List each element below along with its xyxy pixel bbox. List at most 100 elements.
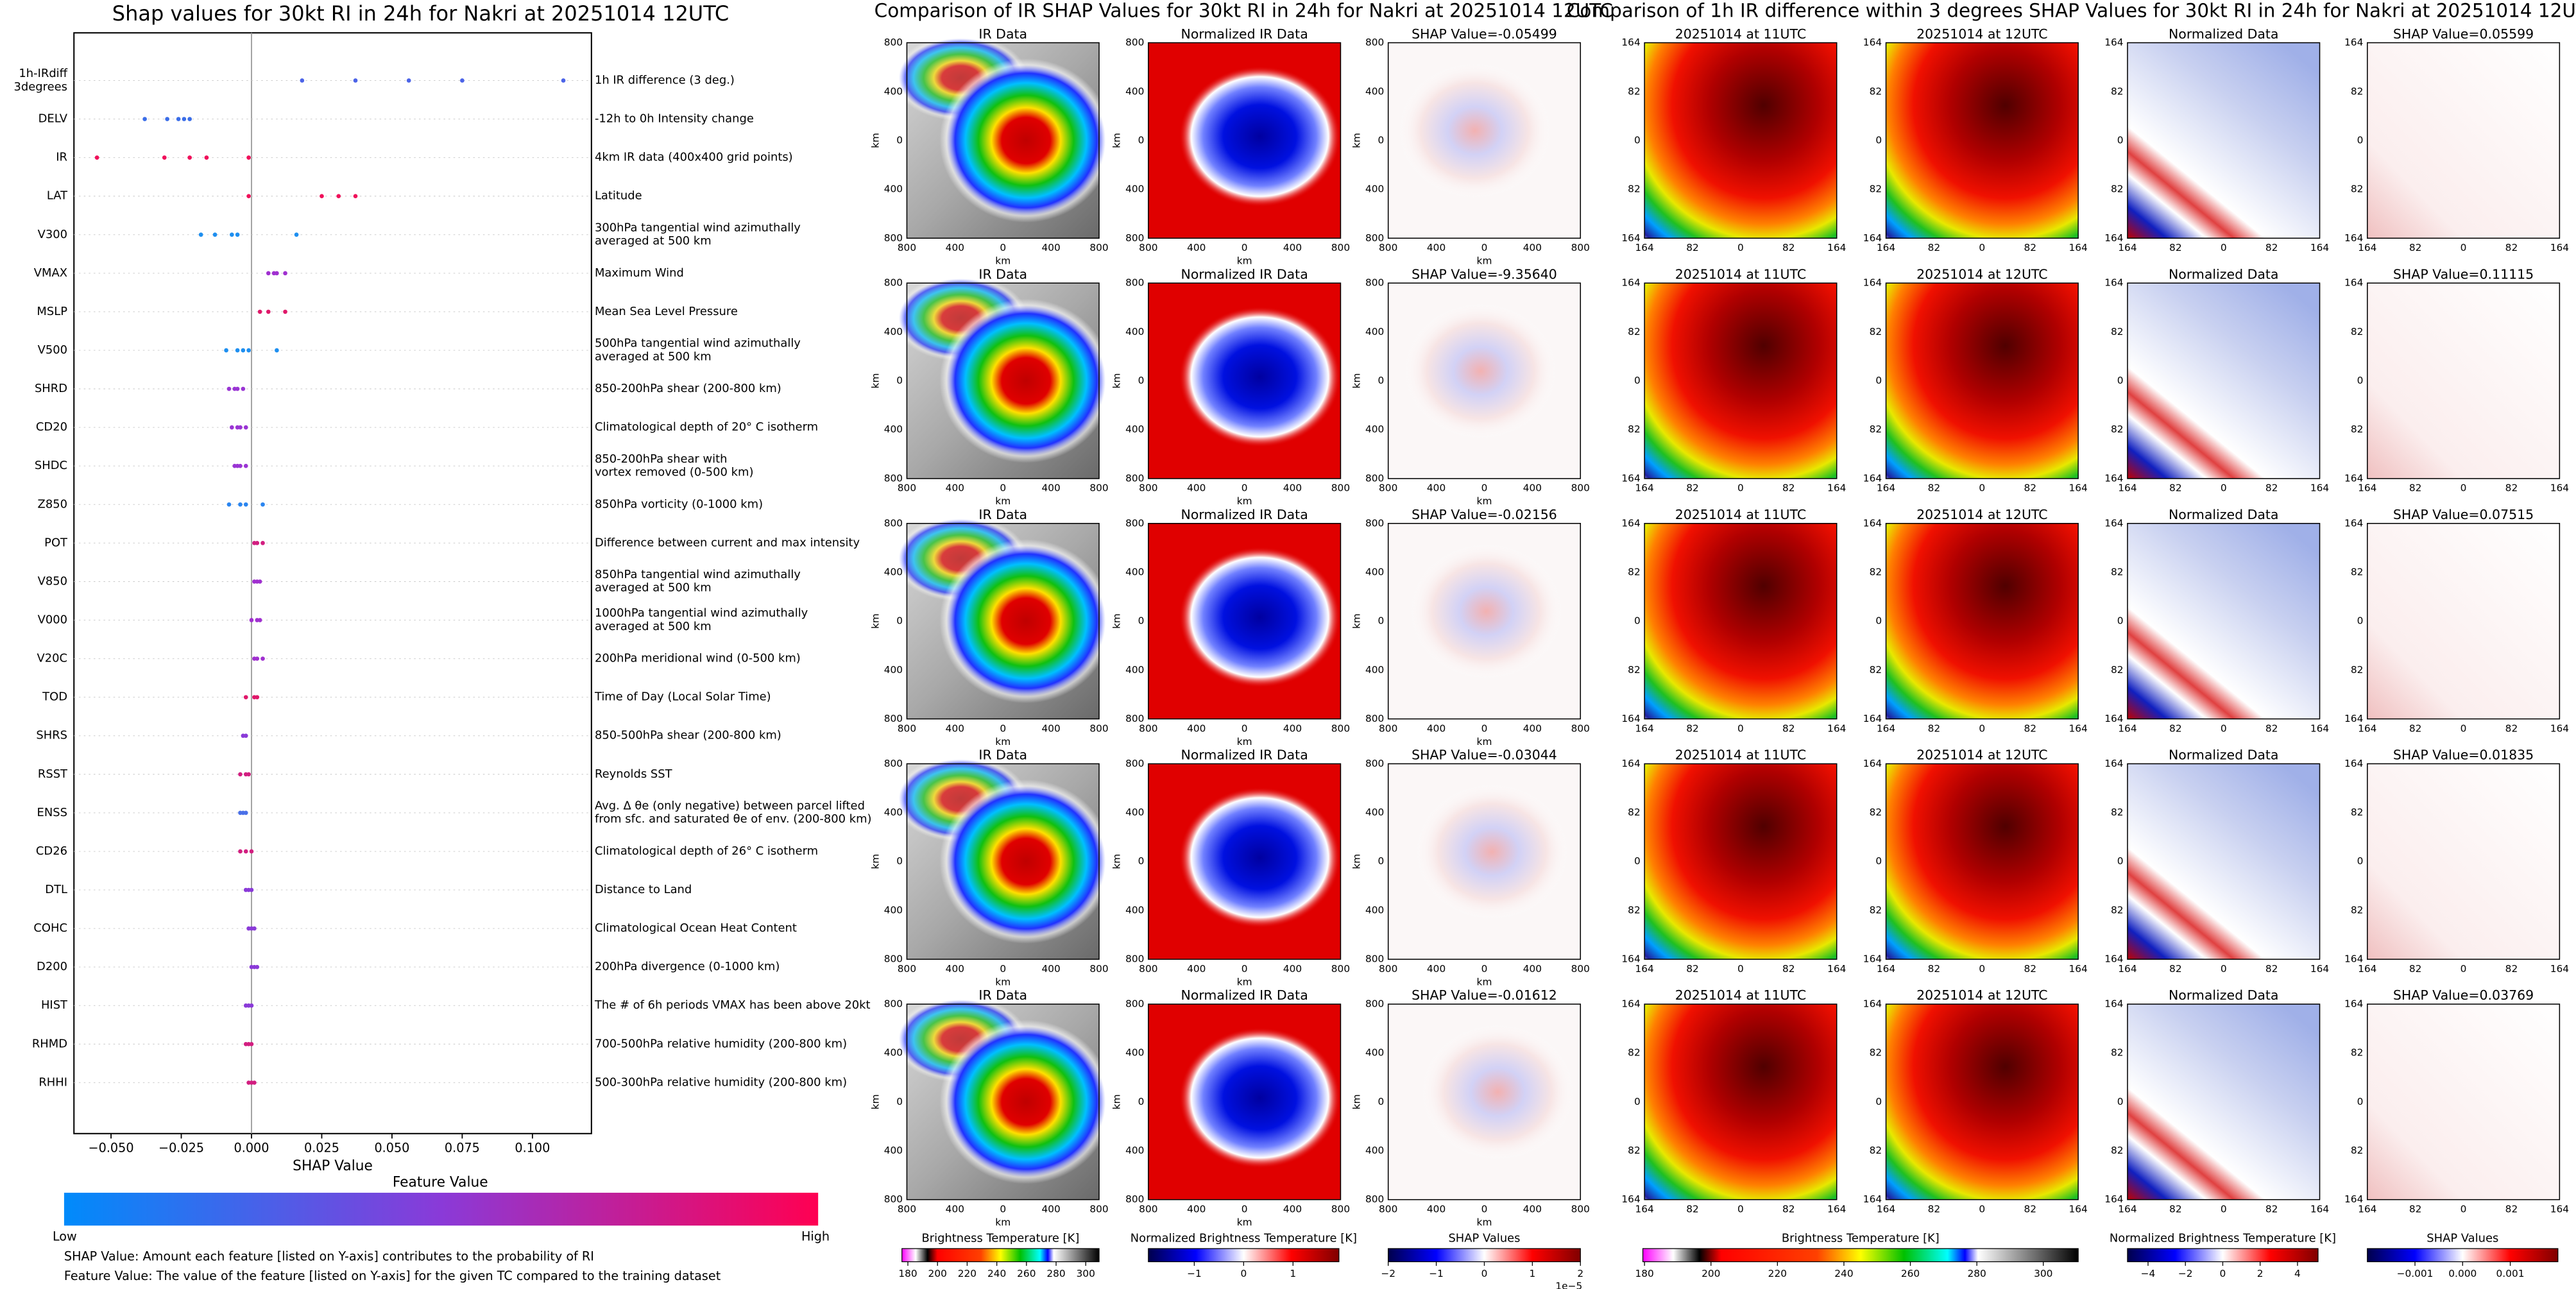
feature-description: Climatological Ocean Heat Content (595, 921, 797, 935)
x-tick-label: 164 (2550, 963, 2569, 975)
y-tick-label: 164 (1621, 713, 1640, 724)
y-axis-label: km (1351, 613, 1363, 629)
y-tick-label: 0 (1634, 855, 1641, 867)
x-tick-label: 800 (1571, 722, 1590, 734)
x-tick-label: 800 (1379, 722, 1397, 734)
feature-label-line: V000 (38, 613, 67, 627)
x-tick-label: 0 (2461, 482, 2467, 494)
shap-point (243, 425, 248, 430)
y-tick-label: 0 (1378, 855, 1385, 867)
panel-frame (1644, 42, 1838, 239)
x-tick-label: 164 (1827, 722, 1846, 734)
y-tick-label: 800 (1125, 517, 1144, 529)
image-bg (2367, 42, 2560, 239)
image-bg (2127, 283, 2320, 479)
x-tick-label: 0 (2221, 242, 2227, 253)
feature-description-line: -12h to 0h Intensity change (595, 112, 754, 126)
y-tick-label: 82 (2111, 807, 2124, 818)
y-tick-label: 82 (1628, 566, 1641, 577)
y-tick-label: 164 (2104, 277, 2123, 289)
y-tick-label: 400 (1365, 664, 1384, 676)
feature-label: V20C (37, 652, 67, 665)
x-tick-label: 82 (1686, 722, 1699, 734)
panel-frame (2127, 1003, 2321, 1200)
panel-title: Normalized Data (2169, 266, 2278, 282)
x-tick-label: 400 (1041, 1204, 1060, 1215)
feature-description: -12h to 0h Intensity change (595, 112, 754, 126)
shap-point (162, 155, 167, 160)
x-tick-label: 164 (1635, 482, 1653, 494)
shap-point (238, 502, 243, 507)
panel-title: Normalized Data (2169, 26, 2278, 42)
y-tick-label: 400 (884, 664, 903, 676)
feature-label-line: RSST (38, 767, 67, 781)
x-tick-label: 0 (1241, 722, 1248, 734)
x-tick-label: 0 (1737, 722, 1744, 734)
panel-title: IR Data (978, 987, 1027, 1003)
y-tick-label: 0 (1875, 855, 1882, 867)
x-axis-label: km (1237, 495, 1252, 507)
x-axis-label: km (1477, 976, 1492, 987)
y-tick-label: 0 (2357, 1096, 2364, 1107)
x-tick-label: 164 (2118, 1204, 2137, 1215)
x-tick-label: 0 (1000, 722, 1006, 734)
x-tick-label: 82 (1928, 722, 1941, 734)
feature-label-line: ENSS (37, 806, 67, 819)
panel-frame (2127, 42, 2321, 239)
y-tick-label: 164 (1621, 758, 1640, 769)
x-tick-label: 800 (1089, 963, 1108, 975)
x-tick-label: 82 (1686, 242, 1699, 253)
y-tick-label: 82 (1870, 85, 1882, 97)
feature-description-line: 300hPa tangential wind azimuthally (595, 221, 801, 234)
feature-description: Distance to Land (595, 883, 692, 896)
x-tick-label: 400 (1283, 482, 1302, 494)
x-tick-label: 400 (1427, 1204, 1446, 1215)
y-tick-label: 400 (1125, 904, 1144, 916)
image-bg (1644, 283, 1837, 479)
y-tick-label: 82 (1628, 904, 1641, 916)
shap-point (235, 232, 240, 237)
shap-point (235, 348, 240, 353)
x-tick-label: 800 (898, 1204, 916, 1215)
colorbar-tick-label: 200 (928, 1268, 947, 1279)
shap-point (257, 579, 262, 584)
panel-title: SHAP Value=-9.35640 (1412, 266, 1557, 282)
y-tick-label: 164 (1863, 472, 1882, 484)
y-tick-label: 164 (1863, 232, 1882, 244)
y-axis-label: km (869, 854, 881, 869)
feature-label: COHC (33, 921, 67, 935)
feature-description: Mean Sea Level Pressure (595, 305, 738, 318)
y-tick-label: 82 (2351, 184, 2364, 195)
image-cloud (939, 539, 1113, 704)
panel-title: SHAP Value=0.07515 (2393, 507, 2534, 522)
y-tick-label: 800 (1365, 713, 1384, 724)
y-tick-label: 400 (884, 85, 903, 97)
x-tick-label: 164 (2358, 722, 2376, 734)
x-tick-label: 82 (1686, 482, 1699, 494)
panel-title: SHAP Value=0.05599 (2393, 26, 2534, 42)
y-tick-label: 400 (1125, 423, 1144, 435)
panel-title: IR Data (978, 747, 1027, 763)
y-tick-label: 82 (2351, 566, 2364, 577)
x-tick-label: 400 (946, 963, 964, 975)
feature-description-line: Time of Day (Local Solar Time) (594, 690, 771, 704)
image-cloud (939, 58, 1113, 223)
figure-title: Comparison of 1h IR difference within 3 … (1567, 0, 2576, 21)
y-tick-label: 164 (2344, 713, 2363, 724)
colorbar-offset: 1e−5 (1555, 1280, 1582, 1289)
shap-point (249, 1003, 254, 1008)
x-tick-label: 82 (2024, 242, 2036, 253)
y-tick-label: 0 (1634, 1096, 1641, 1107)
y-tick-label: 0 (1875, 615, 1882, 627)
y-tick-label: 0 (1378, 615, 1385, 627)
colorbar-tick-label: 280 (1967, 1268, 1986, 1279)
shap-point (235, 386, 240, 391)
colorbar (1388, 1248, 1581, 1263)
x-axis-label: SHAP Value (293, 1158, 373, 1174)
shap-point (353, 78, 358, 83)
x-tick-label: 800 (1571, 242, 1590, 253)
feature-label-line: SHRS (36, 729, 67, 742)
colorbar-label: Normalized Brightness Temperature [K] (2110, 1232, 2336, 1245)
